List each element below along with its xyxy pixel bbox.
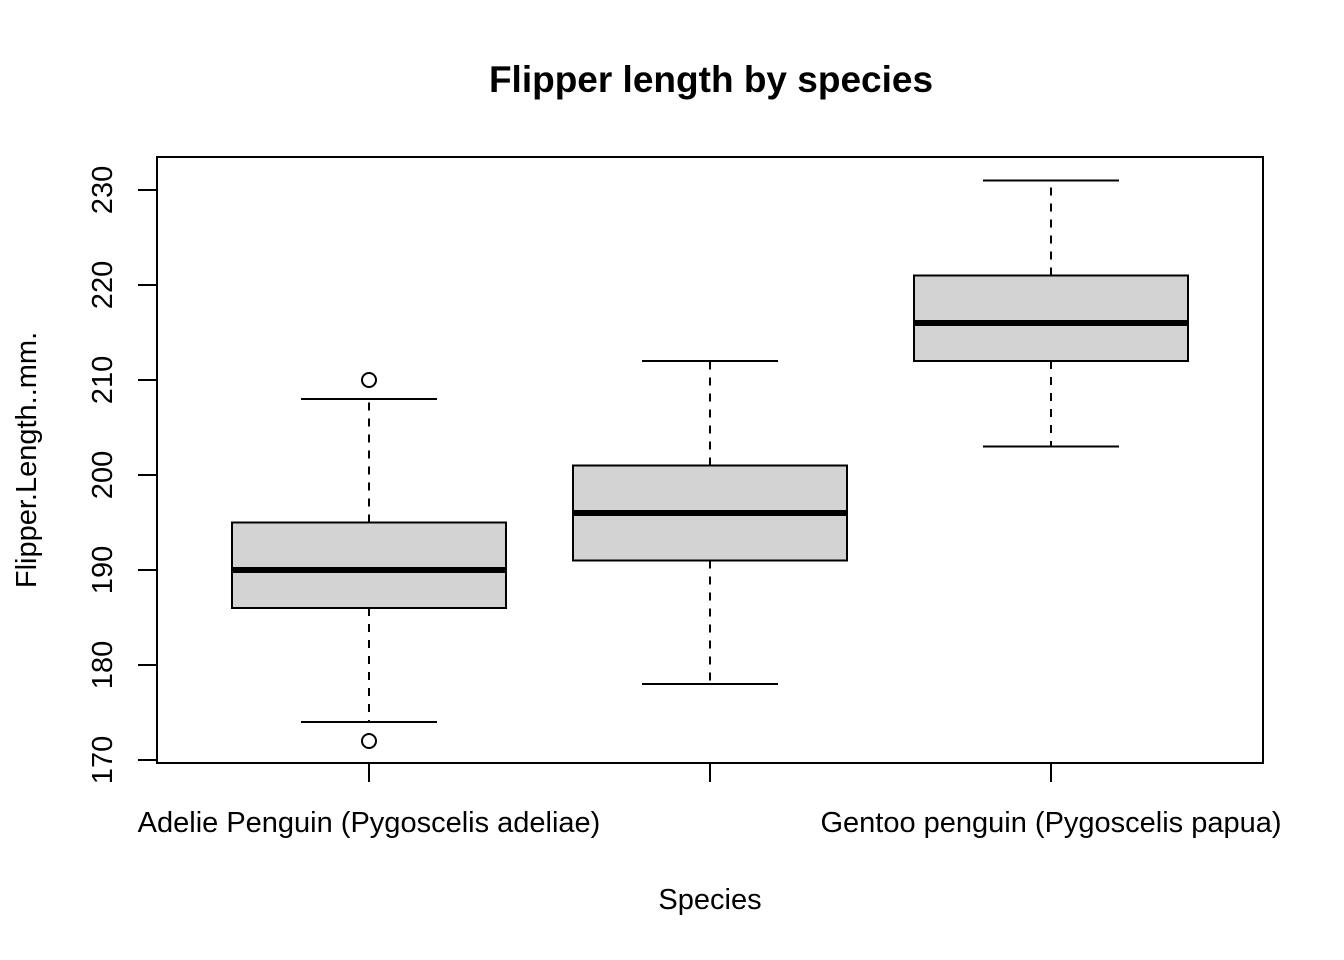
- outlier-point: [361, 372, 377, 388]
- iqr-box: [231, 521, 507, 609]
- iqr-box: [913, 274, 1189, 362]
- boxes-layer: [231, 179, 1189, 749]
- y-tick-label: 210: [87, 356, 119, 404]
- x-axis-label: Species: [658, 884, 761, 916]
- y-tick-label: 230: [87, 166, 119, 214]
- outlier-point: [361, 733, 377, 749]
- box-group: [913, 179, 1189, 448]
- y-tick-label: 220: [87, 261, 119, 309]
- y-tick-label: 180: [87, 641, 119, 689]
- x-tick-label: Adelie Penguin (Pygoscelis adeliae): [138, 807, 601, 839]
- chart-title: Flipper length by species: [489, 59, 933, 100]
- box-group: [572, 360, 848, 685]
- x-tick-label: Gentoo penguin (Pygoscelis papua): [820, 807, 1281, 839]
- y-tick-label: 170: [87, 736, 119, 784]
- y-axis: 170 180 190 200 210 220 230: [87, 166, 158, 784]
- y-axis-label: Flipper.Length..mm.: [11, 332, 43, 588]
- box-group: [231, 372, 507, 749]
- y-tick-label: 190: [87, 546, 119, 594]
- y-tick-label: 200: [87, 451, 119, 499]
- x-axis: Adelie Penguin (Pygoscelis adeliae) Gento…: [138, 763, 1282, 839]
